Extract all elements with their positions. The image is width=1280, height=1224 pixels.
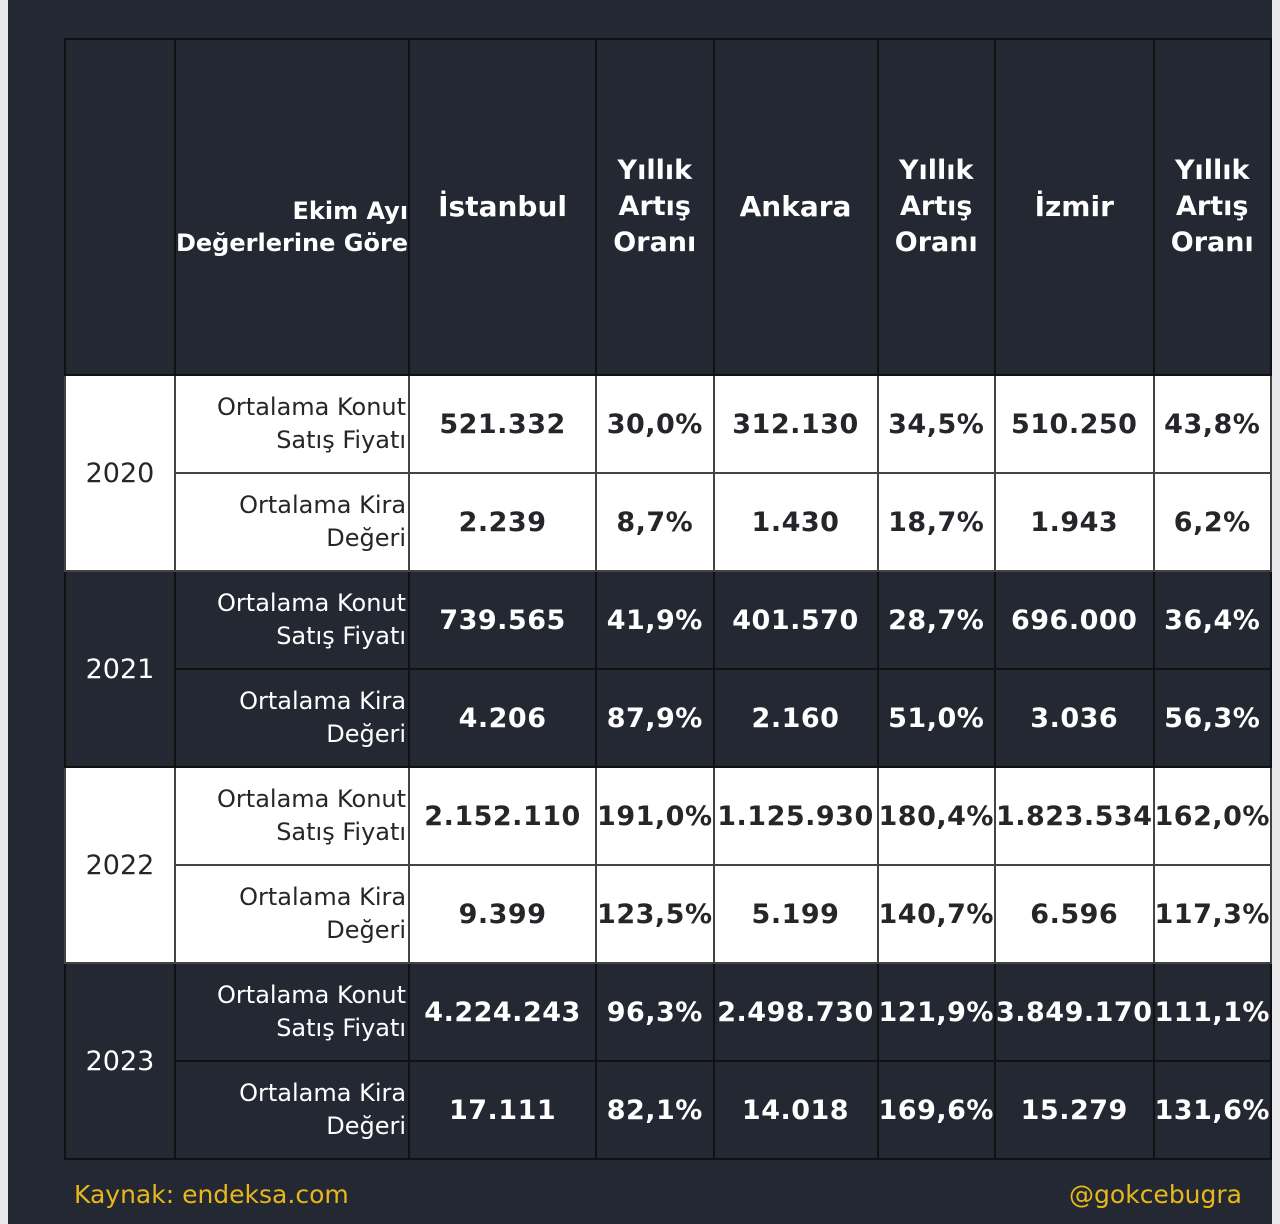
table-cell: 191,0% [595,766,715,866]
table-cell: 14.018 [712,1060,879,1160]
table-cell: 43,8% [1152,374,1272,474]
year-cell: 2022 [64,766,176,964]
table-cell: 4.224.243 [408,962,598,1062]
table-cell: 1.125.930 [712,766,879,866]
table-cell: 521.332 [408,374,598,474]
source-credit: Kaynak: endeksa.com [74,1180,349,1209]
header-istanbul: İstanbul [408,38,598,376]
table-cell: 1.943 [993,472,1155,572]
table-cell: 6,2% [1152,472,1272,572]
table-row: 2020 Ortalama Konut Satış Fiyatı 521.332 … [64,374,1272,572]
table-cell: 312.130 [712,374,879,474]
header-year-corner [64,38,176,376]
table-cell: 2.498.730 [712,962,879,1062]
infographic-card: Ekim Ayı Değerlerine Göre İstanbul Yıllı… [8,0,1272,1224]
table-cell: 9.399 [408,864,598,964]
row-label-rent: Ortalama Kira Değeri [173,864,411,964]
header-izmir: İzmir [993,38,1155,376]
table-row: 2023 Ortalama Konut Satış Fiyatı 4.224.24… [64,962,1272,1160]
year-cell: 2023 [64,962,176,1160]
table-cell: 30,0% [595,374,715,474]
table-row: 2022 Ortalama Konut Satış Fiyatı 2.152.11… [64,766,1272,964]
table-cell: 140,7% [876,864,996,964]
table-cell: 56,3% [1152,668,1272,768]
year-cell: 2020 [64,374,176,572]
table-cell: 3.849.170 [993,962,1155,1062]
table-cell: 34,5% [876,374,996,474]
row-label-sale: Ortalama Konut Satış Fiyatı [173,962,411,1062]
table-cell: 162,0% [1152,766,1272,866]
table-cell: 2.160 [712,668,879,768]
table-cell: 18,7% [876,472,996,572]
header-row: Ekim Ayı Değerlerine Göre İstanbul Yıllı… [64,38,1272,376]
header-ankara: Ankara [712,38,879,376]
table-row: Ortalama Kira Değeri 2.239 8,7% 1.430 18,… [65,472,1272,572]
table-cell: 123,5% [595,864,715,964]
row-label-sale: Ortalama Konut Satış Fiyatı [173,374,411,474]
header-period-line1: Ekim Ayı [292,197,409,225]
header-period-line2: Değerlerine Göre [175,229,409,257]
table-cell: 2.152.110 [408,766,598,866]
table-cell: 510.250 [993,374,1155,474]
table-cell: 3.036 [993,668,1155,768]
row-label-rent: Ortalama Kira Değeri [173,1060,411,1160]
table-cell: 180,4% [876,766,996,866]
table-row: Ortalama Kira Değeri 4.206 87,9% 2.160 51… [65,668,1272,768]
table-cell: 28,7% [876,570,996,670]
table-cell: 15.279 [993,1060,1155,1160]
table-row: Ortalama Kira Değeri 17.111 82,1% 14.018 … [65,1060,1272,1160]
table-cell: 6.596 [993,864,1155,964]
table-cell: 82,1% [595,1060,715,1160]
table-cell: 8,7% [595,472,715,572]
table-cell: 121,9% [876,962,996,1062]
table-cell: 1.430 [712,472,879,572]
table-cell: 696.000 [993,570,1155,670]
table-cell: 131,6% [1152,1060,1272,1160]
table-cell: 5.199 [712,864,879,964]
table-cell: 739.565 [408,570,598,670]
row-label-rent: Ortalama Kira Değeri [173,472,411,572]
header-period-label: Ekim Ayı Değerlerine Göre [173,38,411,376]
table-cell: 169,6% [876,1060,996,1160]
row-label-sale: Ortalama Konut Satış Fiyatı [173,766,411,866]
table-row: 2021 Ortalama Konut Satış Fiyatı 739.565 … [64,570,1272,768]
table-cell: 41,9% [595,570,715,670]
table-cell: 117,3% [1152,864,1272,964]
table-cell: 1.823.534 [993,766,1155,866]
table-cell: 111,1% [1152,962,1272,1062]
author-handle: @gokcebugra [1069,1180,1242,1209]
year-cell: 2021 [64,570,176,768]
header-ankara-rate: Yıllık Artış Oranı [876,38,996,376]
table-cell: 51,0% [876,668,996,768]
table-cell: 87,9% [595,668,715,768]
table-row: Ortalama Kira Değeri 9.399 123,5% 5.199 1… [65,864,1272,964]
table-body: 2020 Ortalama Konut Satış Fiyatı 521.332 … [64,374,1272,1160]
row-label-sale: Ortalama Konut Satış Fiyatı [173,570,411,670]
table-cell: 17.111 [408,1060,598,1160]
table-cell: 36,4% [1152,570,1272,670]
table-cell: 96,3% [595,962,715,1062]
table-cell: 2.239 [408,472,598,572]
housing-price-table: Ekim Ayı Değerlerine Göre İstanbul Yıllı… [64,38,1272,1160]
table-cell: 401.570 [712,570,879,670]
row-label-rent: Ortalama Kira Değeri [173,668,411,768]
table-cell: 4.206 [408,668,598,768]
header-istanbul-rate: Yıllık Artış Oranı [595,38,715,376]
header-izmir-rate: Yıllık Artış Oranı [1152,38,1272,376]
